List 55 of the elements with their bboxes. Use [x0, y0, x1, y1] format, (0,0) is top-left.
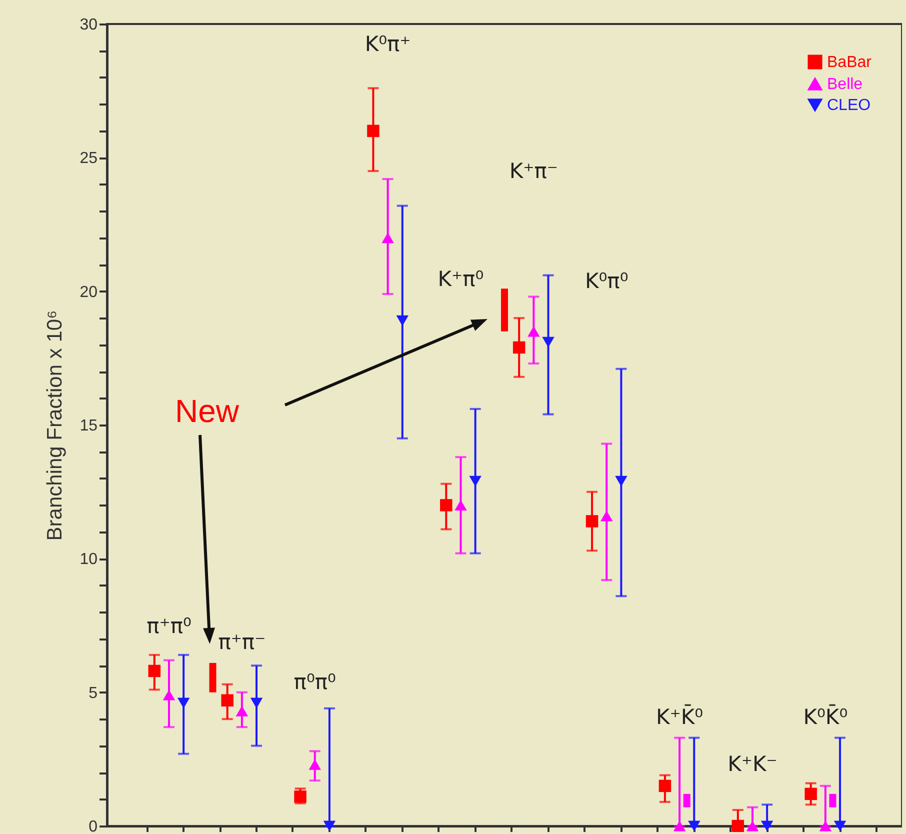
annotation: K⁺K⁻	[728, 752, 778, 776]
point	[367, 124, 380, 138]
y-tick-label: 30	[80, 16, 98, 34]
point	[512, 341, 526, 354]
bar	[829, 794, 836, 808]
point	[236, 706, 248, 716]
point	[308, 759, 321, 770]
point	[673, 820, 686, 832]
point	[542, 336, 554, 348]
point	[396, 315, 409, 326]
annotation: K⁰K̄⁰	[803, 704, 848, 729]
point	[382, 232, 394, 244]
annotation: K⁺K̄⁰	[656, 704, 704, 729]
y-tick-label: 20	[80, 284, 98, 301]
y-tick-label: 0	[88, 818, 98, 834]
point	[658, 780, 672, 792]
legend-label: CLEO	[827, 97, 871, 114]
point	[804, 788, 817, 800]
y-axis-title: Branching Fraction x 10⁶	[44, 310, 67, 541]
point	[294, 790, 306, 803]
point	[528, 326, 540, 337]
point	[323, 820, 336, 832]
y-tick-label: 15	[80, 418, 98, 434]
point	[688, 820, 700, 832]
annotation: π⁺π⁰	[146, 614, 192, 638]
annotation: K⁰π⁰	[584, 269, 628, 293]
point	[586, 515, 598, 528]
point	[250, 698, 263, 708]
point	[440, 499, 452, 512]
point	[221, 694, 234, 706]
point	[600, 510, 613, 522]
point	[819, 820, 832, 832]
bar	[209, 662, 216, 692]
point	[760, 820, 774, 832]
annotation: K⁺π⁻	[509, 159, 558, 183]
point	[732, 820, 744, 832]
legend-label: BaBar	[827, 54, 872, 71]
point	[469, 476, 482, 486]
annotation: New	[175, 393, 240, 429]
point	[177, 698, 190, 708]
y-tick-label: 10	[80, 551, 98, 568]
point	[834, 820, 846, 832]
bar	[683, 794, 690, 808]
annotation: K⁺π⁰	[438, 267, 484, 291]
annotation: π⁺π⁻	[218, 630, 266, 654]
legend-label: Belle	[827, 76, 863, 93]
point	[148, 664, 161, 678]
point	[454, 500, 467, 511]
y-tick-label: 5	[88, 684, 98, 702]
point	[746, 820, 759, 832]
bar	[501, 288, 508, 332]
annotation: π⁰π⁰	[294, 670, 336, 694]
annotation: K⁰π⁺	[364, 32, 411, 56]
y-tick-label: 25	[80, 150, 98, 168]
point	[615, 476, 628, 486]
